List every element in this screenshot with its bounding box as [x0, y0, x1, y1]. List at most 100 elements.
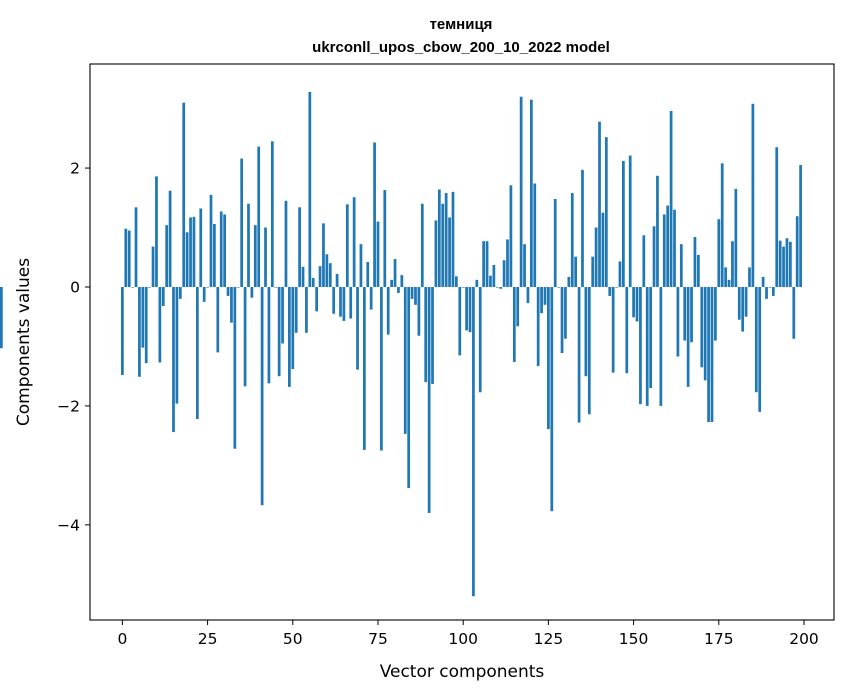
bar-44: [270, 141, 274, 287]
bar-107: [485, 241, 489, 287]
bar-61: [328, 263, 332, 287]
y-tick-label: 2: [70, 160, 80, 178]
bar-90: [427, 286, 431, 513]
bar-155: [649, 286, 653, 389]
bar-102: [468, 286, 472, 333]
bar-138: [591, 256, 595, 287]
bar-78: [386, 286, 390, 335]
bar-122: [536, 286, 540, 367]
bar-124: [543, 286, 547, 305]
bar-162: [673, 209, 676, 287]
chart-subtitle: ukrconll_upos_cbow_200_10_2022 model: [312, 39, 610, 56]
bar-54: [305, 286, 308, 333]
y-tick-label: 0: [70, 278, 80, 296]
bar-177: [724, 267, 727, 287]
bar-190: [768, 286, 772, 288]
bar-126: [550, 286, 554, 512]
bar-77: [383, 190, 387, 287]
bar-164: [679, 244, 683, 287]
bar-143: [608, 286, 612, 296]
bar-59: [322, 223, 325, 287]
bar-73: [369, 286, 373, 310]
bar-120: [529, 99, 533, 288]
bar-154: [645, 286, 649, 406]
bar-27: [213, 223, 216, 287]
bar-106: [482, 241, 486, 287]
bar-58: [318, 266, 322, 287]
bar-142: [604, 137, 608, 287]
bar-166: [686, 286, 690, 387]
bar-48: [284, 200, 288, 287]
bar-22: [195, 286, 199, 419]
bar-10: [155, 176, 158, 287]
bar-129: [560, 286, 564, 353]
bar-79: [390, 279, 393, 287]
bar-119: [526, 286, 530, 304]
bar-139: [594, 227, 598, 287]
bar-105: [478, 286, 482, 393]
bar-165: [683, 286, 687, 341]
bar-1: [124, 228, 128, 287]
bar-42: [264, 227, 267, 287]
bar-71: [362, 286, 366, 450]
bar-197: [792, 286, 796, 339]
bar-95: [444, 193, 448, 287]
bars-group: [0, 91, 802, 597]
plot-frame: [89, 63, 835, 621]
bar-53: [301, 266, 305, 287]
x-tick-label: 200: [789, 630, 819, 648]
bar-15: [172, 286, 175, 433]
bar-35: [240, 158, 244, 287]
bar-57: [315, 286, 319, 312]
bar-76: [380, 286, 383, 451]
bar-92: [434, 220, 438, 287]
bar-178: [727, 279, 731, 287]
bar-108: [489, 275, 492, 287]
bar-24: [202, 286, 206, 302]
x-tick-label: 75: [368, 630, 388, 648]
bar-176: [720, 163, 724, 287]
bar-150: [632, 286, 635, 318]
bar-70: [359, 244, 363, 287]
bar-12: [161, 286, 165, 307]
bar-68: [352, 197, 356, 287]
bar-17: [178, 286, 182, 299]
x-tick-label: 175: [704, 630, 734, 648]
bar-174: [714, 286, 717, 341]
bar-163: [676, 286, 680, 357]
bar-132: [570, 193, 574, 287]
x-axis-ticks: 0 25 50 75 100 125 150 175 200: [117, 620, 819, 648]
bar-168: [693, 237, 697, 287]
bar-26: [209, 194, 213, 287]
x-tick-label: 0: [117, 630, 127, 648]
bar-104: [475, 279, 479, 287]
bar-187: [758, 286, 762, 412]
bar-80: [393, 259, 397, 287]
bar-179: [731, 241, 734, 287]
bar-186: [754, 286, 758, 393]
bar-103: [472, 286, 475, 597]
bar-144: [611, 286, 615, 373]
bar-87: [417, 286, 421, 336]
bar-11: [158, 286, 162, 363]
bar-117: [519, 96, 523, 288]
bar-36: [243, 286, 247, 387]
y-axis-label: Components values: [14, 258, 34, 426]
bar-60: [325, 254, 329, 287]
x-tick-label: 25: [198, 630, 218, 648]
bar-192: [775, 147, 779, 287]
bar-161: [669, 110, 673, 287]
bar-140: [598, 121, 601, 287]
bar-75: [376, 221, 380, 287]
bar-33: [233, 286, 237, 449]
y-axis-ticks: −4 −2 0 2: [57, 160, 90, 534]
bar-101: [465, 286, 468, 331]
bar-16: [175, 286, 179, 404]
bar-45: [274, 286, 278, 288]
bar-13: [165, 225, 169, 287]
bar-8: [148, 286, 152, 288]
bar-99: [458, 286, 462, 356]
bar-47: [281, 286, 284, 344]
bar-62: [332, 286, 336, 314]
